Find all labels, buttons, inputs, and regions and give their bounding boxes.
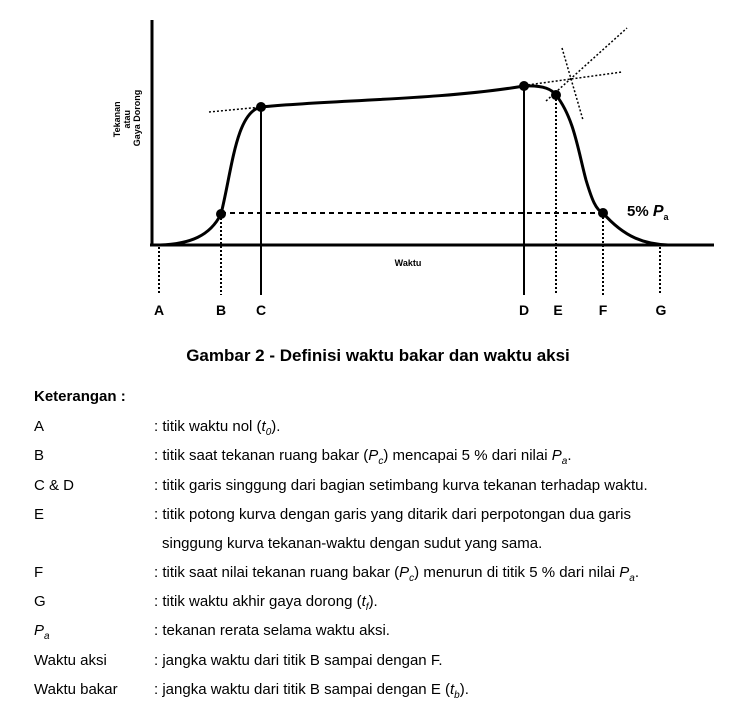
legend-definition: : titik garis singgung dari bagian setim… (154, 477, 648, 494)
legend-definition: : titik waktu nol (t0). (154, 418, 281, 438)
legend-row-c-d: C & D : titik garis singgung dari bagian… (34, 477, 734, 501)
legend-row-waktu-bakar: Waktu bakar : jangka waktu dari titik B … (34, 681, 734, 705)
point-c-dot (256, 102, 266, 112)
legend-term: Waktu aksi (34, 652, 107, 669)
point-label-d: D (519, 302, 529, 318)
legend-definition-continued: singgung kurva tekanan-waktu dengan sudu… (162, 535, 543, 552)
bisector-line-e (545, 27, 628, 102)
point-label-e: E (553, 302, 562, 318)
tangent-line-falling (561, 47, 584, 121)
thrust-time-diagram: Tekanan atau Gaya Dorong Waktu 5% Pa A B… (112, 20, 714, 318)
legend-term: G (34, 593, 46, 610)
y-axis-label-line-2: atau (122, 110, 132, 129)
legend-definition: : titik saat nilai tekanan ruang bakar (… (154, 564, 639, 584)
legend-row-a: A : titik waktu nol (t0). (34, 418, 734, 442)
x-axis-label: Waktu (395, 258, 422, 268)
legend-definition: : jangka waktu dari titik B sampai denga… (154, 652, 443, 669)
legend-definition: : tekanan rerata selama waktu aksi. (154, 622, 390, 639)
point-label-g: G (656, 302, 667, 318)
legend-row-e: E : titik potong kurva dengan garis yang… (34, 506, 734, 530)
legend-definition: : titik waktu akhir gaya dorong (tf). (154, 593, 378, 613)
y-axis-label-line-3: Gaya Dorong (132, 90, 142, 147)
point-b-dot (216, 209, 226, 219)
legend-term: E (34, 506, 45, 523)
y-axis-label-line-1: Tekanan (112, 101, 122, 137)
tangent-line-d (519, 71, 623, 87)
legend-row-b: B : titik saat tekanan ruang bakar (Pc) … (34, 447, 734, 471)
legend-term: A (34, 418, 45, 435)
legend-row-e-continued: singgung kurva tekanan-waktu dengan sudu… (34, 535, 734, 559)
pressure-time-curve (159, 84, 669, 247)
point-e-dot (551, 90, 561, 100)
legend-term: B (34, 447, 45, 464)
legend-definition: : titik potong kurva dengan garis yang d… (154, 506, 631, 523)
legend-title: Keterangan : (34, 388, 126, 405)
y-axis-label: Tekanan atau Gaya Dorong (112, 90, 142, 147)
legend-term: C & D (34, 477, 75, 494)
legend-row-g: G : titik waktu akhir gaya dorong (tf). (34, 593, 734, 617)
tangent-line-c (208, 106, 263, 113)
point-label-b: B (216, 302, 226, 318)
figure-caption: Gambar 2 - Definisi waktu bakar dan wakt… (186, 346, 570, 365)
point-label-f: F (599, 302, 608, 318)
five-percent-pa-label: 5% Pa (627, 203, 670, 222)
legend-row-pa: Pa : tekanan rerata selama waktu aksi. (34, 622, 734, 646)
legend-definition: : jangka waktu dari titik B sampai denga… (154, 681, 469, 701)
legend-term: Pa (34, 622, 50, 642)
legend-row-waktu-aksi: Waktu aksi : jangka waktu dari titik B s… (34, 652, 734, 676)
legend-term: Waktu bakar (34, 681, 118, 698)
point-d-dot (519, 81, 529, 91)
point-label-a: A (154, 302, 164, 318)
point-f-dot (598, 208, 608, 218)
point-label-c: C (256, 302, 266, 318)
legend-definition: : titik saat tekanan ruang bakar (Pc) me… (154, 447, 572, 467)
legend-row-f: F : titik saat nilai tekanan ruang bakar… (34, 564, 734, 588)
legend-term: F (34, 564, 44, 581)
